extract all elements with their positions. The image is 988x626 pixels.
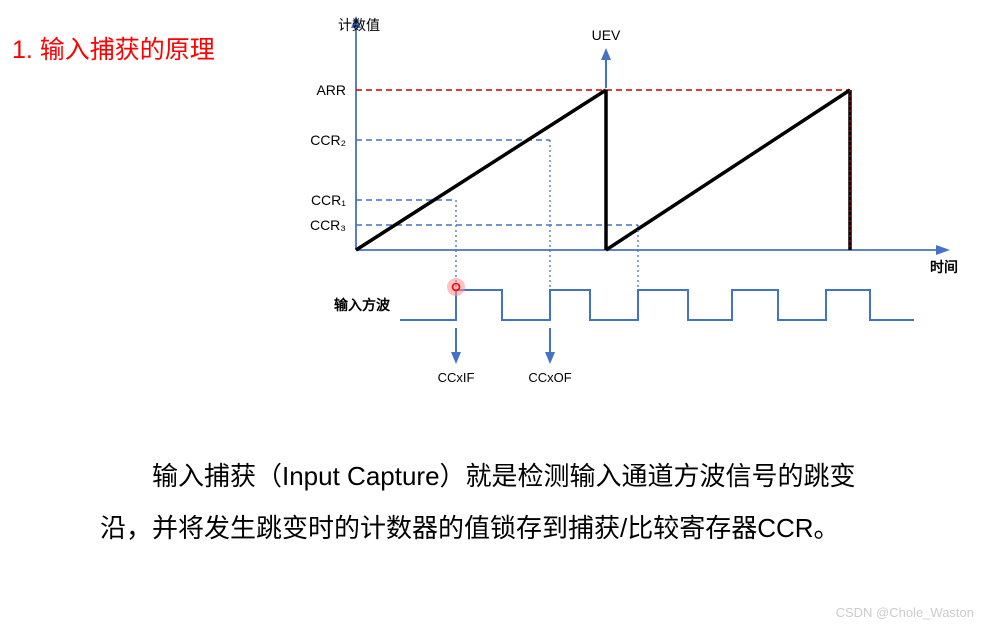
sawtooth-rise-2 xyxy=(606,90,850,250)
ccr3-label: CCR₃ xyxy=(310,217,346,233)
watermark: CSDN @Chole_Waston xyxy=(836,605,974,620)
body-paragraph: 输入捕获（Input Capture）就是检测输入通道方波信号的跳变沿，并将发生… xyxy=(100,450,900,554)
ccxif-arrowhead xyxy=(451,352,461,364)
uev-arrowhead xyxy=(601,48,611,60)
square-wave-label: 输入方波 xyxy=(334,297,391,313)
ccr1-label: CCR₁ xyxy=(311,192,346,208)
y-axis-title: 计数值 xyxy=(338,17,380,33)
marker-glow xyxy=(447,278,465,296)
arr-label: ARR xyxy=(316,82,346,98)
square-wave xyxy=(400,290,914,320)
x-axis-arrowhead xyxy=(936,245,950,255)
ccxif-label: CCxIF xyxy=(438,370,475,385)
uev-label: UEV xyxy=(592,27,621,43)
x-axis-title: 时间 xyxy=(930,259,958,275)
ccxof-arrowhead xyxy=(545,352,555,364)
ccxof-label: CCxOF xyxy=(528,370,571,385)
ccr2-label: CCR₂ xyxy=(310,132,346,148)
section-title: 1. 输入捕获的原理 xyxy=(12,30,215,66)
input-capture-diagram: 计数值 时间 ARR CCR₂ CCR₁ CCR₃ UEV 输入方波 CCxIF… xyxy=(290,10,970,410)
sawtooth-rise-1 xyxy=(356,90,606,250)
